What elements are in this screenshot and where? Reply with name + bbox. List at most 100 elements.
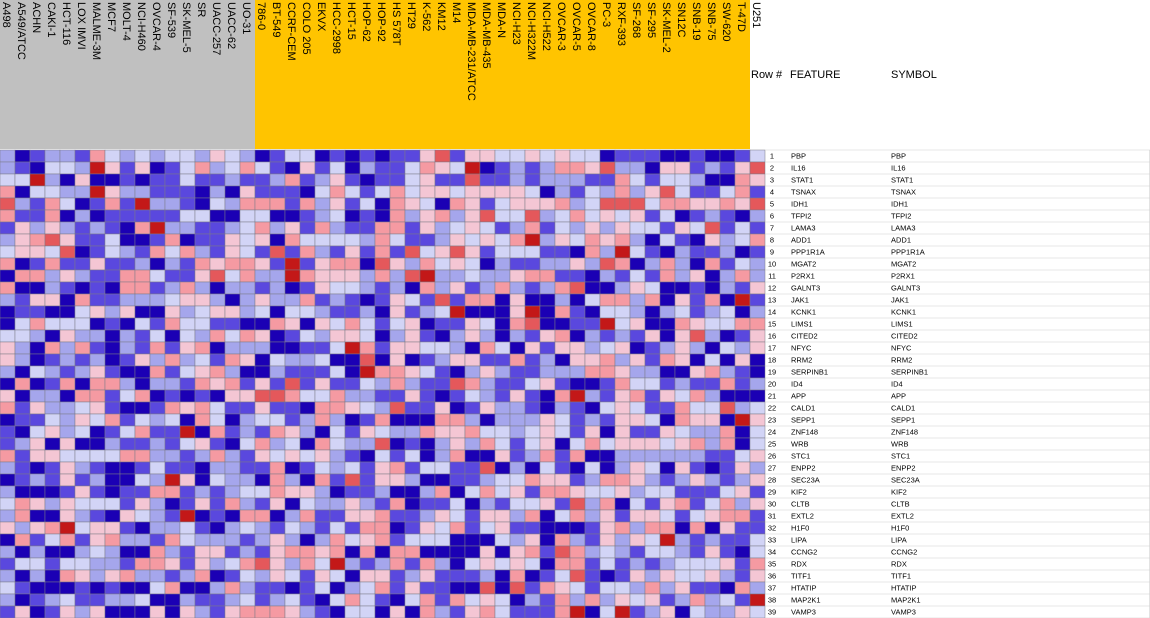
- heatmap-cell: [614, 185, 631, 199]
- heatmap-cell: [164, 581, 181, 595]
- heatmap-cell: [224, 257, 241, 271]
- heatmap-cell: [299, 149, 316, 163]
- heatmap-cell: [449, 401, 466, 415]
- row-feature: VAMP3: [791, 608, 816, 617]
- heatmap-cell: [329, 365, 346, 379]
- heatmap-cell: [689, 461, 706, 475]
- heatmap-cell: [704, 533, 721, 547]
- heatmap-cell: [569, 569, 586, 583]
- heatmap-cell: [659, 533, 676, 547]
- heatmap-cell: [254, 353, 271, 367]
- heatmap-cell: [59, 305, 76, 319]
- heatmap-cell: [209, 581, 226, 595]
- heatmap-cell: [404, 461, 421, 475]
- heatmap-cell: [719, 257, 736, 271]
- heatmap-cell: [554, 269, 571, 283]
- heatmap-cell: [149, 461, 166, 475]
- heatmap-cell: [644, 473, 661, 487]
- heatmap-cell: [749, 197, 766, 211]
- heatmap-cell: [539, 341, 556, 355]
- heatmap-cell: [569, 197, 586, 211]
- heatmap-cell: [344, 437, 361, 451]
- heatmap-cell: [674, 257, 691, 271]
- heatmap-cell: [614, 269, 631, 283]
- heatmap-cell: [0, 233, 16, 247]
- heatmap-cell: [509, 341, 526, 355]
- heatmap-cell: [89, 365, 106, 379]
- heatmap-cell: [14, 449, 31, 463]
- heatmap-cell: [404, 269, 421, 283]
- heatmap-cell: [584, 149, 601, 163]
- heatmap-cell: [29, 605, 46, 618]
- heatmap-cell: [284, 605, 301, 618]
- heatmap-cell: [224, 497, 241, 511]
- heatmap-cell: [614, 425, 631, 439]
- heatmap-cell: [134, 425, 151, 439]
- heatmap-cell: [434, 173, 451, 187]
- heatmap-cell: [644, 161, 661, 175]
- heatmap-cell: [299, 425, 316, 439]
- heatmap-cell: [614, 197, 631, 211]
- heatmap-cell: [29, 329, 46, 343]
- heatmap-cell: [689, 341, 706, 355]
- heatmap-cell: [299, 329, 316, 343]
- heatmap-cell: [284, 413, 301, 427]
- heatmap-cell: [284, 545, 301, 559]
- heatmap-cell: [644, 221, 661, 235]
- symbol-header: SYMBOL: [891, 69, 937, 81]
- heatmap-cell: [569, 305, 586, 319]
- heatmap-cell: [644, 497, 661, 511]
- heatmap-cell: [149, 581, 166, 595]
- heatmap-cell: [719, 425, 736, 439]
- heatmap-cell: [389, 569, 406, 583]
- heatmap-cell: [554, 509, 571, 523]
- heatmap-cell: [629, 173, 646, 187]
- heatmap-cell: [194, 233, 211, 247]
- heatmap-cell: [44, 281, 61, 295]
- heatmap-cell: [629, 377, 646, 391]
- heatmap-cell: [299, 173, 316, 187]
- heatmap-cell: [284, 173, 301, 187]
- heatmap-cell: [419, 329, 436, 343]
- heatmap-cell: [554, 569, 571, 583]
- heatmap-cell: [149, 401, 166, 415]
- heatmap-cell: [194, 593, 211, 607]
- heatmap-cell: [674, 557, 691, 571]
- heatmap-cell: [434, 329, 451, 343]
- heatmap-cell: [554, 593, 571, 607]
- heatmap-cell: [494, 473, 511, 487]
- heatmap-cell: [89, 233, 106, 247]
- heatmap-cell: [464, 185, 481, 199]
- heatmap-cell: [59, 509, 76, 523]
- row-number: 14: [768, 308, 776, 317]
- heatmap-cell: [59, 473, 76, 487]
- heatmap-cell: [149, 149, 166, 163]
- heatmap-cell: [239, 473, 256, 487]
- heatmap-cell: [749, 593, 766, 607]
- heatmap-cell: [569, 365, 586, 379]
- row-symbol: TSNAX: [891, 188, 916, 197]
- heatmap-cell: [644, 197, 661, 211]
- heatmap-cell: [89, 269, 106, 283]
- heatmap-cell: [119, 497, 136, 511]
- heatmap-cell: [14, 485, 31, 499]
- heatmap-cell: [449, 605, 466, 618]
- heatmap-cell: [44, 185, 61, 199]
- heatmap-cell: [239, 497, 256, 511]
- heatmap-cell: [419, 449, 436, 463]
- heatmap-cell: [599, 317, 616, 331]
- heatmap-cell: [524, 161, 541, 175]
- heatmap-cell: [89, 485, 106, 499]
- heatmap-cell: [134, 197, 151, 211]
- heatmap-cell: [104, 329, 121, 343]
- heatmap-cell: [14, 377, 31, 391]
- heatmap-cell: [374, 401, 391, 415]
- heatmap-cell: [59, 413, 76, 427]
- heatmap-cell: [59, 569, 76, 583]
- heatmap-cell: [269, 329, 286, 343]
- heatmap-cell: [164, 425, 181, 439]
- heatmap-cell: [569, 521, 586, 535]
- heatmap-cell: [419, 173, 436, 187]
- heatmap-cell: [359, 473, 376, 487]
- heatmap-cell: [734, 509, 751, 523]
